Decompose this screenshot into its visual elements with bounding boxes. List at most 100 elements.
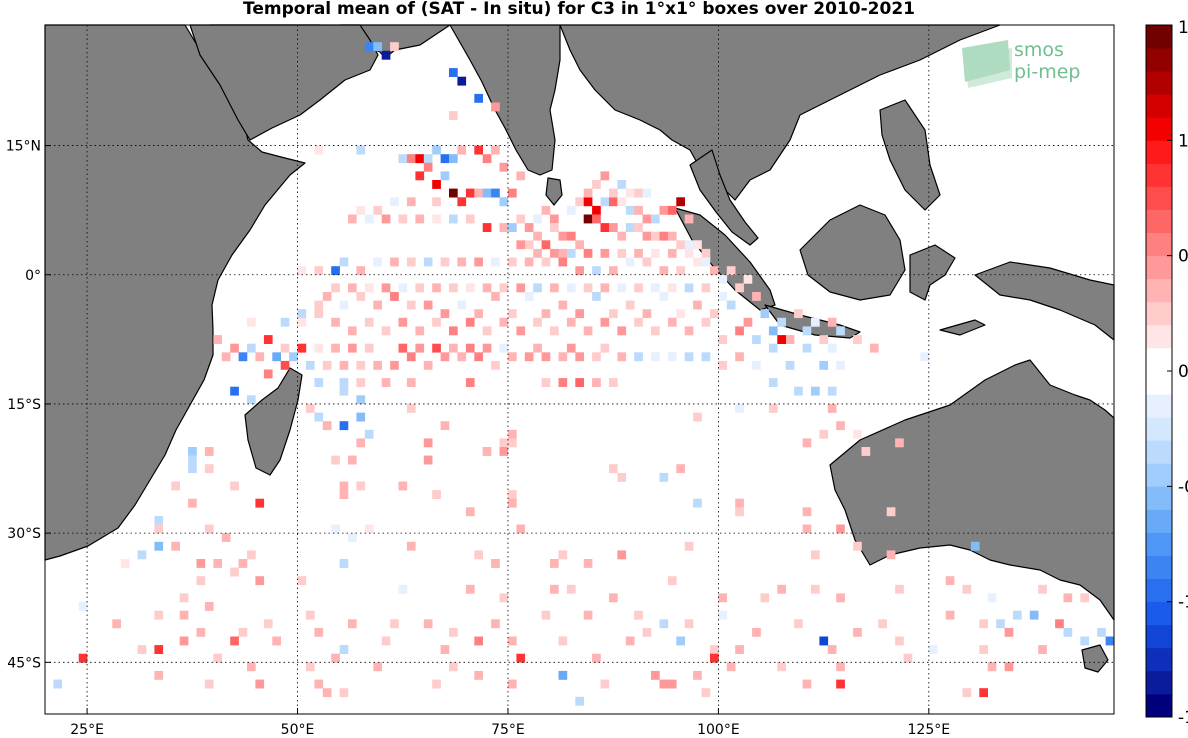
data-cell — [836, 524, 845, 534]
data-cell — [297, 309, 307, 319]
data-cell — [533, 231, 542, 241]
data-cell — [928, 645, 938, 654]
data-cell — [752, 335, 761, 344]
data-cell — [550, 584, 559, 594]
colorbar-swatch — [1146, 301, 1172, 326]
map-panel: 25°E 50°E 75°E 100°E 125°E 15°N 0° 15°S 30°S 45°… — [6, 24, 1115, 738]
data-cell — [356, 438, 366, 448]
colorbar-swatch — [1146, 624, 1172, 649]
data-cell — [827, 404, 837, 413]
data-cell — [1038, 645, 1047, 654]
data-cell — [423, 619, 433, 629]
logo-text-pimep: pi-mep — [1014, 61, 1080, 83]
y-tick-label: 15°N — [6, 139, 41, 155]
data-cell — [676, 240, 685, 250]
colorbar-swatch — [1146, 232, 1172, 257]
data-cell — [432, 214, 441, 224]
map-frame — [44, 24, 1115, 715]
data-cell — [1029, 610, 1039, 620]
data-cell — [491, 257, 500, 267]
data-cell — [642, 309, 652, 319]
data-cell — [777, 584, 786, 594]
data-cell — [356, 395, 366, 405]
data-cell — [617, 180, 627, 189]
data-cells — [53, 42, 1115, 706]
data-cell — [575, 240, 584, 250]
data-cell — [188, 498, 197, 508]
data-cell — [314, 378, 324, 387]
data-cell — [432, 197, 441, 207]
data-cell — [474, 636, 483, 646]
data-cell — [541, 309, 551, 319]
data-cell — [398, 343, 408, 353]
data-cell — [196, 576, 206, 586]
data-cell — [592, 378, 601, 387]
data-cell — [154, 645, 164, 654]
data-cell — [617, 283, 627, 293]
data-cell — [583, 610, 593, 620]
data-cell — [642, 627, 652, 637]
data-cell — [238, 559, 248, 568]
data-cell — [364, 343, 374, 353]
data-cell — [331, 653, 340, 663]
data-cell — [1004, 662, 1014, 672]
data-cell — [617, 550, 627, 560]
data-cell — [592, 180, 601, 189]
data-cell — [440, 645, 450, 654]
data-cell — [987, 662, 997, 672]
data-cell — [465, 317, 475, 327]
data-cell — [827, 343, 837, 353]
data-cell — [516, 283, 526, 293]
data-cell — [348, 619, 357, 629]
data-cell — [785, 360, 795, 370]
data-cell — [297, 317, 307, 327]
data-cell — [356, 292, 366, 301]
data-cell — [533, 317, 542, 327]
data-cell — [305, 360, 315, 370]
data-cell — [381, 326, 391, 336]
colorbar-swatch — [1146, 417, 1172, 441]
data-cell — [449, 662, 458, 672]
data-cell — [583, 214, 593, 224]
data-cell — [726, 662, 736, 672]
land-sri-lanka — [545, 177, 563, 206]
data-cell — [78, 653, 88, 663]
data-cell — [566, 205, 576, 215]
data-cell — [878, 619, 887, 629]
data-cell — [1038, 584, 1047, 594]
land-india — [449, 24, 561, 176]
data-cell — [499, 593, 509, 603]
data-cell — [659, 292, 669, 301]
data-cell — [625, 257, 635, 267]
data-cell — [449, 154, 458, 164]
data-cell — [230, 567, 239, 577]
data-cell — [987, 593, 997, 603]
data-cell — [1063, 627, 1073, 637]
data-cell — [609, 266, 618, 276]
colorbar-tick-label: 0.5 — [1178, 247, 1188, 267]
data-cell — [693, 300, 702, 310]
data-cell — [550, 248, 559, 258]
data-cell — [373, 205, 382, 215]
data-cell — [710, 266, 719, 276]
data-cell — [171, 541, 180, 551]
data-cell — [684, 326, 694, 336]
data-cell — [684, 283, 694, 293]
data-cell — [836, 326, 845, 336]
land-malay-peninsula — [689, 149, 759, 246]
data-cell — [853, 627, 862, 637]
data-cell — [1063, 593, 1073, 603]
data-cell — [356, 412, 366, 422]
data-cell — [255, 576, 265, 586]
data-cell — [667, 317, 677, 327]
data-cell — [440, 154, 450, 164]
data-cell — [592, 214, 601, 224]
data-cell — [651, 283, 660, 293]
data-cell — [701, 352, 711, 362]
data-cell — [474, 309, 483, 319]
data-cell — [752, 627, 761, 637]
data-cell — [247, 317, 256, 327]
data-cell — [305, 610, 315, 620]
data-cell — [1080, 636, 1089, 646]
data-cell — [247, 343, 256, 353]
